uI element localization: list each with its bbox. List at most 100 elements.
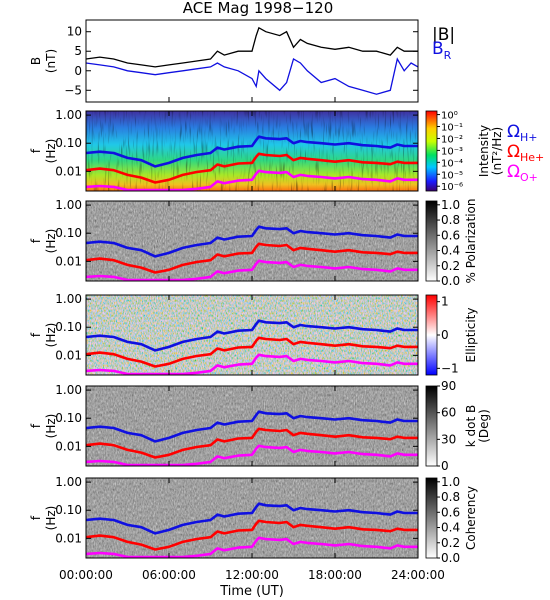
colorbar-tick-label: −1 bbox=[441, 361, 459, 375]
gyrofrequency-line-h-plus bbox=[85, 135, 418, 168]
legend-he-plus: ΩHe+ bbox=[507, 142, 544, 164]
panel-ellipticity: 1.00 0.10 0.01 f (Hz) 1 0 −1 Ellipticity bbox=[29, 292, 478, 376]
field-panel: 10 5 0 −5 B (nT) |B|BR bbox=[29, 19, 455, 103]
y-tick-label: 0.01 bbox=[55, 164, 82, 178]
legend-o-plus: ΩO+ bbox=[507, 162, 538, 184]
y-axis-unit: (Hz) bbox=[44, 506, 58, 531]
colorbar-tick-label: 0.8 bbox=[441, 490, 460, 504]
colorbar-tick-label: 0.6 bbox=[441, 505, 460, 519]
y-tick-label: 0.10 bbox=[55, 226, 82, 240]
chart-title: ACE Mag 1998−120 bbox=[183, 0, 334, 17]
y-axis-unit: (Hz) bbox=[44, 139, 58, 164]
x-tick-label: 18:00:00 bbox=[308, 568, 362, 582]
y-tick-label: 1.00 bbox=[55, 475, 82, 489]
gyrofrequency-line-h-plus bbox=[85, 225, 418, 258]
colorbar bbox=[425, 200, 438, 282]
field-panel-frame bbox=[85, 19, 419, 103]
colorbar-label: Intensity bbox=[477, 125, 491, 177]
gyrofrequency-line-h-plus bbox=[85, 319, 418, 352]
y-tick-label: 1.00 bbox=[55, 198, 82, 212]
colorbar-label: (nT²/Hz) bbox=[490, 127, 504, 175]
colorbar-tick-label: 90 bbox=[441, 379, 456, 393]
colorbar-label: Ellipticity bbox=[464, 308, 478, 363]
gyrofrequency-line-he-plus bbox=[85, 427, 418, 459]
y-axis-label: f bbox=[29, 423, 43, 428]
y-tick-label: 0.10 bbox=[55, 411, 82, 425]
gyrofrequency-line-o-plus bbox=[85, 353, 418, 376]
y-tick-label: 1.00 bbox=[55, 383, 82, 397]
panel-intensity: 1.00 0.10 0.01 f (Hz) 10⁰10⁻¹10⁻²10⁻³10⁻⁴10⁻⁵… bbox=[29, 108, 544, 193]
field-y-tick-label: 10 bbox=[67, 25, 82, 39]
colorbar-tick-label: 0.0 bbox=[441, 274, 460, 288]
y-tick-label: 0.10 bbox=[55, 320, 82, 334]
colorbar-label: (Deg) bbox=[477, 409, 491, 443]
colorbar bbox=[425, 110, 438, 192]
gyrofrequency-line-he-plus bbox=[85, 242, 418, 274]
colorbar-label: k dot B bbox=[464, 405, 478, 447]
y-tick-label: 0.01 bbox=[55, 348, 82, 362]
colorbar-tick-label: 0.8 bbox=[441, 213, 460, 227]
x-axis-label: Time (UT) bbox=[219, 584, 284, 599]
x-tick-label: 12:00:00 bbox=[225, 568, 279, 582]
colorbar-tick-label: 10⁻¹ bbox=[441, 123, 463, 134]
legend-h-plus: ΩH+ bbox=[507, 122, 538, 144]
spectral-panels: 1.000.100.01f (Hz)10⁰10⁻¹10⁻²10⁻³10⁻⁴10⁻⁵… bbox=[29, 108, 544, 565]
colorbar bbox=[425, 477, 438, 559]
gyrofrequency-line-o-plus bbox=[85, 536, 418, 559]
colorbar-tick-label: 30 bbox=[441, 432, 456, 446]
x-tick-label: 24:00:00 bbox=[391, 568, 445, 582]
y-axis-unit: (Hz) bbox=[44, 323, 58, 348]
legend-br: BR bbox=[432, 39, 452, 62]
colorbar-tick-label: 10⁻⁴ bbox=[441, 158, 463, 169]
panel-k-dot-b: 1.00 0.10 0.01 f (Hz) 90 60 30 0 k dot B (Deg) bbox=[29, 379, 491, 473]
colorbar-tick-label: 1.0 bbox=[441, 198, 460, 212]
panel-polarization: 1.00 0.10 0.01 f (Hz) 1.00.80.6 0.40.20.0 % Pol… bbox=[29, 198, 478, 288]
colorbar-tick-label: 10⁰ bbox=[441, 111, 458, 122]
y-axis-unit: (Hz) bbox=[44, 229, 58, 254]
y-axis-label: f bbox=[29, 515, 43, 520]
field-series-btotal bbox=[85, 26, 418, 68]
y-tick-label: 1.00 bbox=[55, 292, 82, 306]
y-tick-label: 0.01 bbox=[55, 531, 82, 545]
colorbar-tick-label: 1 bbox=[441, 295, 449, 309]
colorbar-tick-label: 0 bbox=[441, 328, 449, 342]
y-tick-label: 1.00 bbox=[55, 108, 82, 122]
legend-btotal: |B| bbox=[432, 25, 455, 45]
gyrofrequency-line-h-plus bbox=[85, 410, 418, 443]
field-y-tick-label: 0 bbox=[74, 64, 82, 78]
y-tick-label: 0.01 bbox=[55, 439, 82, 453]
field-y-tick-label: −5 bbox=[64, 83, 82, 97]
gyrofrequency-line-he-plus bbox=[85, 336, 418, 368]
gyrofrequency-line-o-plus bbox=[85, 169, 418, 192]
gyrofrequency-line-he-plus bbox=[85, 152, 418, 184]
gyrofrequency-line-o-plus bbox=[85, 259, 418, 282]
gyrofrequency-line-he-plus bbox=[85, 519, 418, 551]
colorbar-tick-label: 10⁻² bbox=[441, 134, 463, 145]
x-tick-label: 00:00:00 bbox=[59, 568, 113, 582]
colorbar-tick-label: 10⁻⁵ bbox=[441, 170, 463, 181]
x-tick-label: 06:00:00 bbox=[142, 568, 196, 582]
gyrofrequency-line-o-plus bbox=[85, 444, 418, 467]
y-tick-label: 0.10 bbox=[55, 503, 82, 517]
panel-coherency: 1.00 0.10 0.01 f (Hz) 1.00.80.6 0.40.20.0 Coher… bbox=[29, 475, 478, 565]
colorbar-tick-label: 60 bbox=[441, 406, 456, 420]
field-y-unit: (nT) bbox=[44, 49, 58, 73]
colorbar-tick-label: 0.4 bbox=[441, 244, 460, 258]
y-axis-unit: (Hz) bbox=[44, 414, 58, 439]
colorbar bbox=[425, 385, 438, 467]
colorbar-label: % Polarization bbox=[464, 199, 478, 284]
colorbar-tick-label: 0.2 bbox=[441, 259, 460, 273]
colorbar-tick-label: 0.4 bbox=[441, 521, 460, 535]
field-series-br bbox=[85, 57, 419, 95]
y-axis-label: f bbox=[29, 332, 43, 337]
x-axis-ticks: 00:00:00 06:00:00 12:00:00 18:00:00 24:00:00 bbox=[59, 568, 445, 582]
colorbar bbox=[425, 294, 438, 376]
colorbar-tick-label: 10⁻³ bbox=[441, 146, 463, 157]
field-y-label: B bbox=[29, 57, 43, 65]
colorbar-tick-label: 10⁻⁶ bbox=[441, 182, 463, 193]
colorbar-tick-label: 0.6 bbox=[441, 228, 460, 242]
colorbar-tick-label: 1.0 bbox=[441, 475, 460, 489]
gyrofrequency-line-h-plus bbox=[85, 502, 418, 535]
field-y-tick-label: 5 bbox=[74, 44, 82, 58]
